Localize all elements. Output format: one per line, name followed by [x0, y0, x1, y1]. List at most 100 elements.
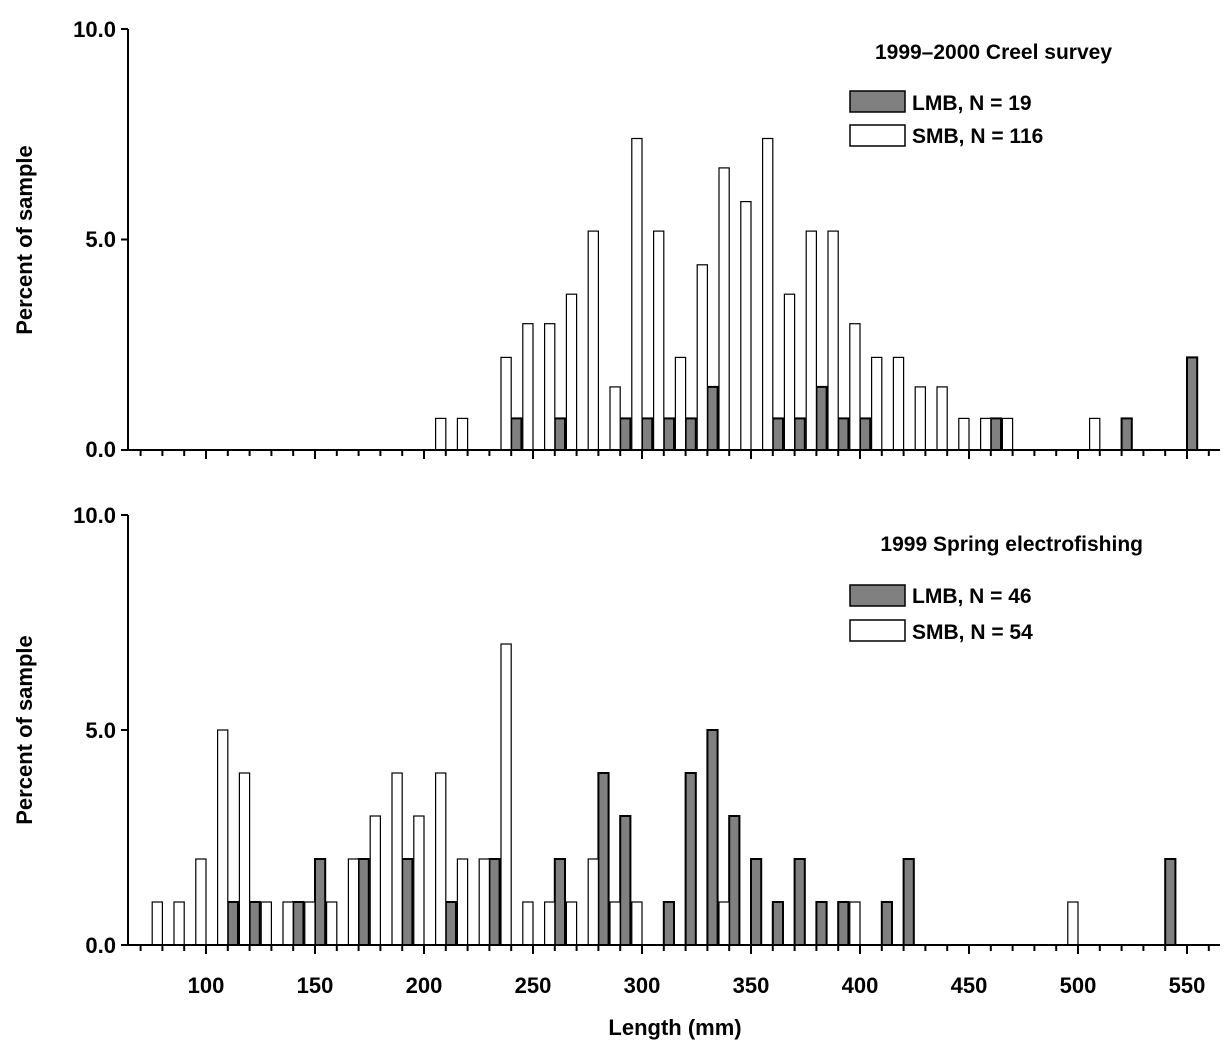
bar-lmb-210: [444, 901, 457, 946]
bar-lmb-410: [880, 901, 893, 946]
bar-lmb-370: [793, 858, 806, 946]
bar-group: [435, 137, 1199, 451]
bar-smb-340: [718, 167, 730, 451]
panel-title: 1999–2000 Creel survey: [875, 41, 1112, 64]
legend-label-smb: SMB, N = 116: [912, 125, 1043, 148]
y-tick-label-5: 5.0: [85, 718, 116, 743]
bar-smb-450: [958, 417, 970, 451]
bar-lmb-190: [401, 858, 414, 946]
bar-smb-340: [718, 901, 730, 946]
legend-label-lmb: LMB, N = 19: [912, 92, 1032, 115]
bar-smb-180: [369, 815, 382, 946]
x-tick-label-350: 350: [733, 973, 770, 998]
bar-lmb-150: [314, 858, 327, 946]
bar-lmb-170: [357, 858, 370, 946]
panel-title: 1999 Spring electrofishing: [880, 533, 1143, 556]
bar-smb-240: [500, 356, 512, 451]
legend-swatch-lmb: [849, 584, 906, 607]
y-tick-label-0: 0.0: [85, 437, 116, 462]
bar-lmb-310: [662, 901, 675, 946]
y-axis-title: Percent of sample: [12, 145, 37, 335]
bar-smb-240: [500, 643, 512, 946]
bar-lmb-330: [706, 385, 719, 451]
bar-smb-280: [587, 230, 600, 451]
y-tick-label-5: 5.0: [85, 227, 116, 252]
bar-smb-430: [914, 386, 927, 451]
bar-smb-350: [740, 201, 752, 451]
chart-panel-electrofishing: 1999 Spring electrofishing Percent of sa…: [12, 503, 1220, 998]
bar-smb-190: [391, 772, 403, 946]
bar-lmb-460: [989, 417, 1002, 451]
x-tick-label-450: 450: [951, 973, 988, 998]
bar-smb-390: [827, 230, 839, 451]
bar-lmb-230: [488, 858, 501, 946]
y-tick-labels: 0.0 5.0 10.0: [73, 503, 116, 958]
bar-smb-220: [456, 417, 469, 451]
bar-smb-250: [522, 323, 534, 451]
y-tick-labels: 0.0 5.0 10.0: [73, 17, 116, 462]
bar-smb-440: [936, 386, 948, 451]
bar-smb-260: [543, 901, 556, 946]
x-tick-label-400: 400: [842, 973, 879, 998]
y-tick-label-10: 10.0: [73, 503, 116, 528]
bar-smb-360: [761, 137, 774, 451]
x-tick-label-550: 550: [1169, 973, 1206, 998]
bar-lmb-360: [771, 901, 784, 946]
bar-lmb-400: [859, 417, 872, 451]
bar-group: [151, 643, 1177, 946]
legend: LMB, N = 46 SMB, N = 54: [849, 584, 1033, 644]
bar-lmb-390: [837, 417, 850, 451]
bar-smb-270: [565, 901, 578, 946]
x-tick-label-500: 500: [1060, 973, 1097, 998]
bar-lmb-550: [1186, 356, 1199, 451]
bar-lmb-370: [793, 417, 806, 451]
y-axis-title: Percent of sample: [12, 635, 37, 825]
bar-smb-300: [631, 137, 643, 451]
bar-smb-220: [456, 858, 469, 946]
bar-smb-400: [849, 901, 861, 946]
bar-smb-210: [435, 772, 447, 946]
axes: [121, 28, 1220, 459]
bar-smb-140: [282, 901, 294, 946]
legend-swatch-smb: [849, 619, 906, 642]
bar-smb-320: [674, 356, 687, 451]
bar-smb-280: [587, 858, 600, 946]
legend-label-smb: SMB, N = 54: [912, 621, 1033, 644]
bar-lmb-120: [248, 901, 261, 946]
bar-smb-210: [435, 417, 447, 451]
bar-smb-300: [631, 901, 643, 946]
bar-lmb-260: [553, 417, 566, 451]
bar-lmb-330: [706, 729, 719, 946]
bar-lmb-360: [771, 417, 784, 451]
bar-lmb-290: [619, 417, 632, 451]
bar-lmb-310: [662, 417, 675, 451]
x-tick-labels: 100 150 200 250 300 350 400 450 500 550: [188, 973, 1206, 998]
bar-smb-90: [173, 901, 185, 946]
bar-lmb-110: [226, 901, 240, 946]
bar-smb-290: [609, 901, 621, 946]
bar-lmb-260: [553, 858, 566, 946]
bar-lmb-320: [684, 417, 697, 451]
bar-lmb-520: [1120, 417, 1133, 451]
bar-smb-120: [238, 772, 251, 946]
bar-smb-470: [1001, 417, 1014, 451]
bar-lmb-140: [292, 901, 305, 946]
bar-lmb-320: [684, 772, 697, 946]
bar-smb-200: [413, 815, 425, 946]
bar-lmb-300: [641, 417, 654, 451]
x-tick-label-100: 100: [188, 973, 225, 998]
bar-smb-420: [892, 356, 905, 451]
bar-smb-410: [870, 356, 883, 451]
bar-lmb-350: [750, 858, 763, 946]
bar-smb-380: [805, 230, 818, 451]
bar-smb-460: [979, 417, 992, 451]
bar-smb-130: [260, 901, 273, 946]
bar-smb-310: [652, 230, 665, 451]
bar-smb-100: [195, 858, 207, 946]
x-tick-label-250: 250: [515, 973, 552, 998]
x-tick-label-300: 300: [624, 973, 661, 998]
axes: [121, 514, 1220, 954]
bar-smb-150: [304, 901, 316, 946]
y-tick-label-10: 10.0: [73, 17, 116, 42]
